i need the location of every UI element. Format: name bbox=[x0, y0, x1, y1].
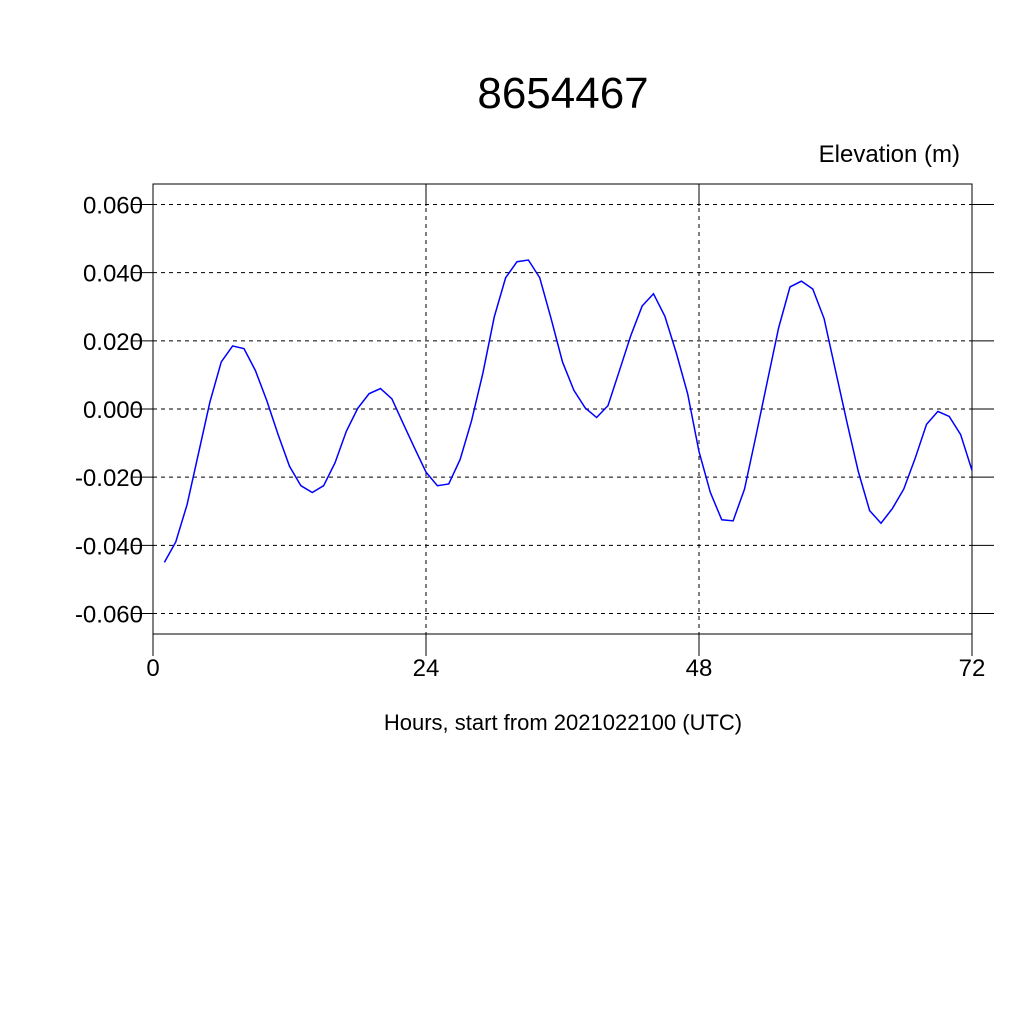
y-tick-label: -0.020 bbox=[75, 465, 143, 492]
y-tick-label: -0.040 bbox=[75, 533, 143, 560]
x-axis-label: Hours, start from 2021022100 (UTC) bbox=[384, 710, 742, 735]
y-tick-label: 0.020 bbox=[83, 329, 143, 356]
x-tick-label: 24 bbox=[413, 655, 440, 682]
y-axis-label: Elevation (m) bbox=[819, 141, 960, 168]
y-tick-label: 0.060 bbox=[83, 192, 143, 219]
y-tick-label: -0.060 bbox=[75, 602, 143, 629]
x-tick-label: 72 bbox=[959, 655, 986, 682]
chart-title: 8654467 bbox=[477, 69, 648, 118]
x-tick-label: 48 bbox=[686, 655, 713, 682]
y-tick-label: 0.040 bbox=[83, 261, 143, 288]
y-tick-label: 0.000 bbox=[83, 397, 143, 424]
x-tick-label: 0 bbox=[146, 655, 159, 682]
data-line bbox=[163, 259, 973, 563]
